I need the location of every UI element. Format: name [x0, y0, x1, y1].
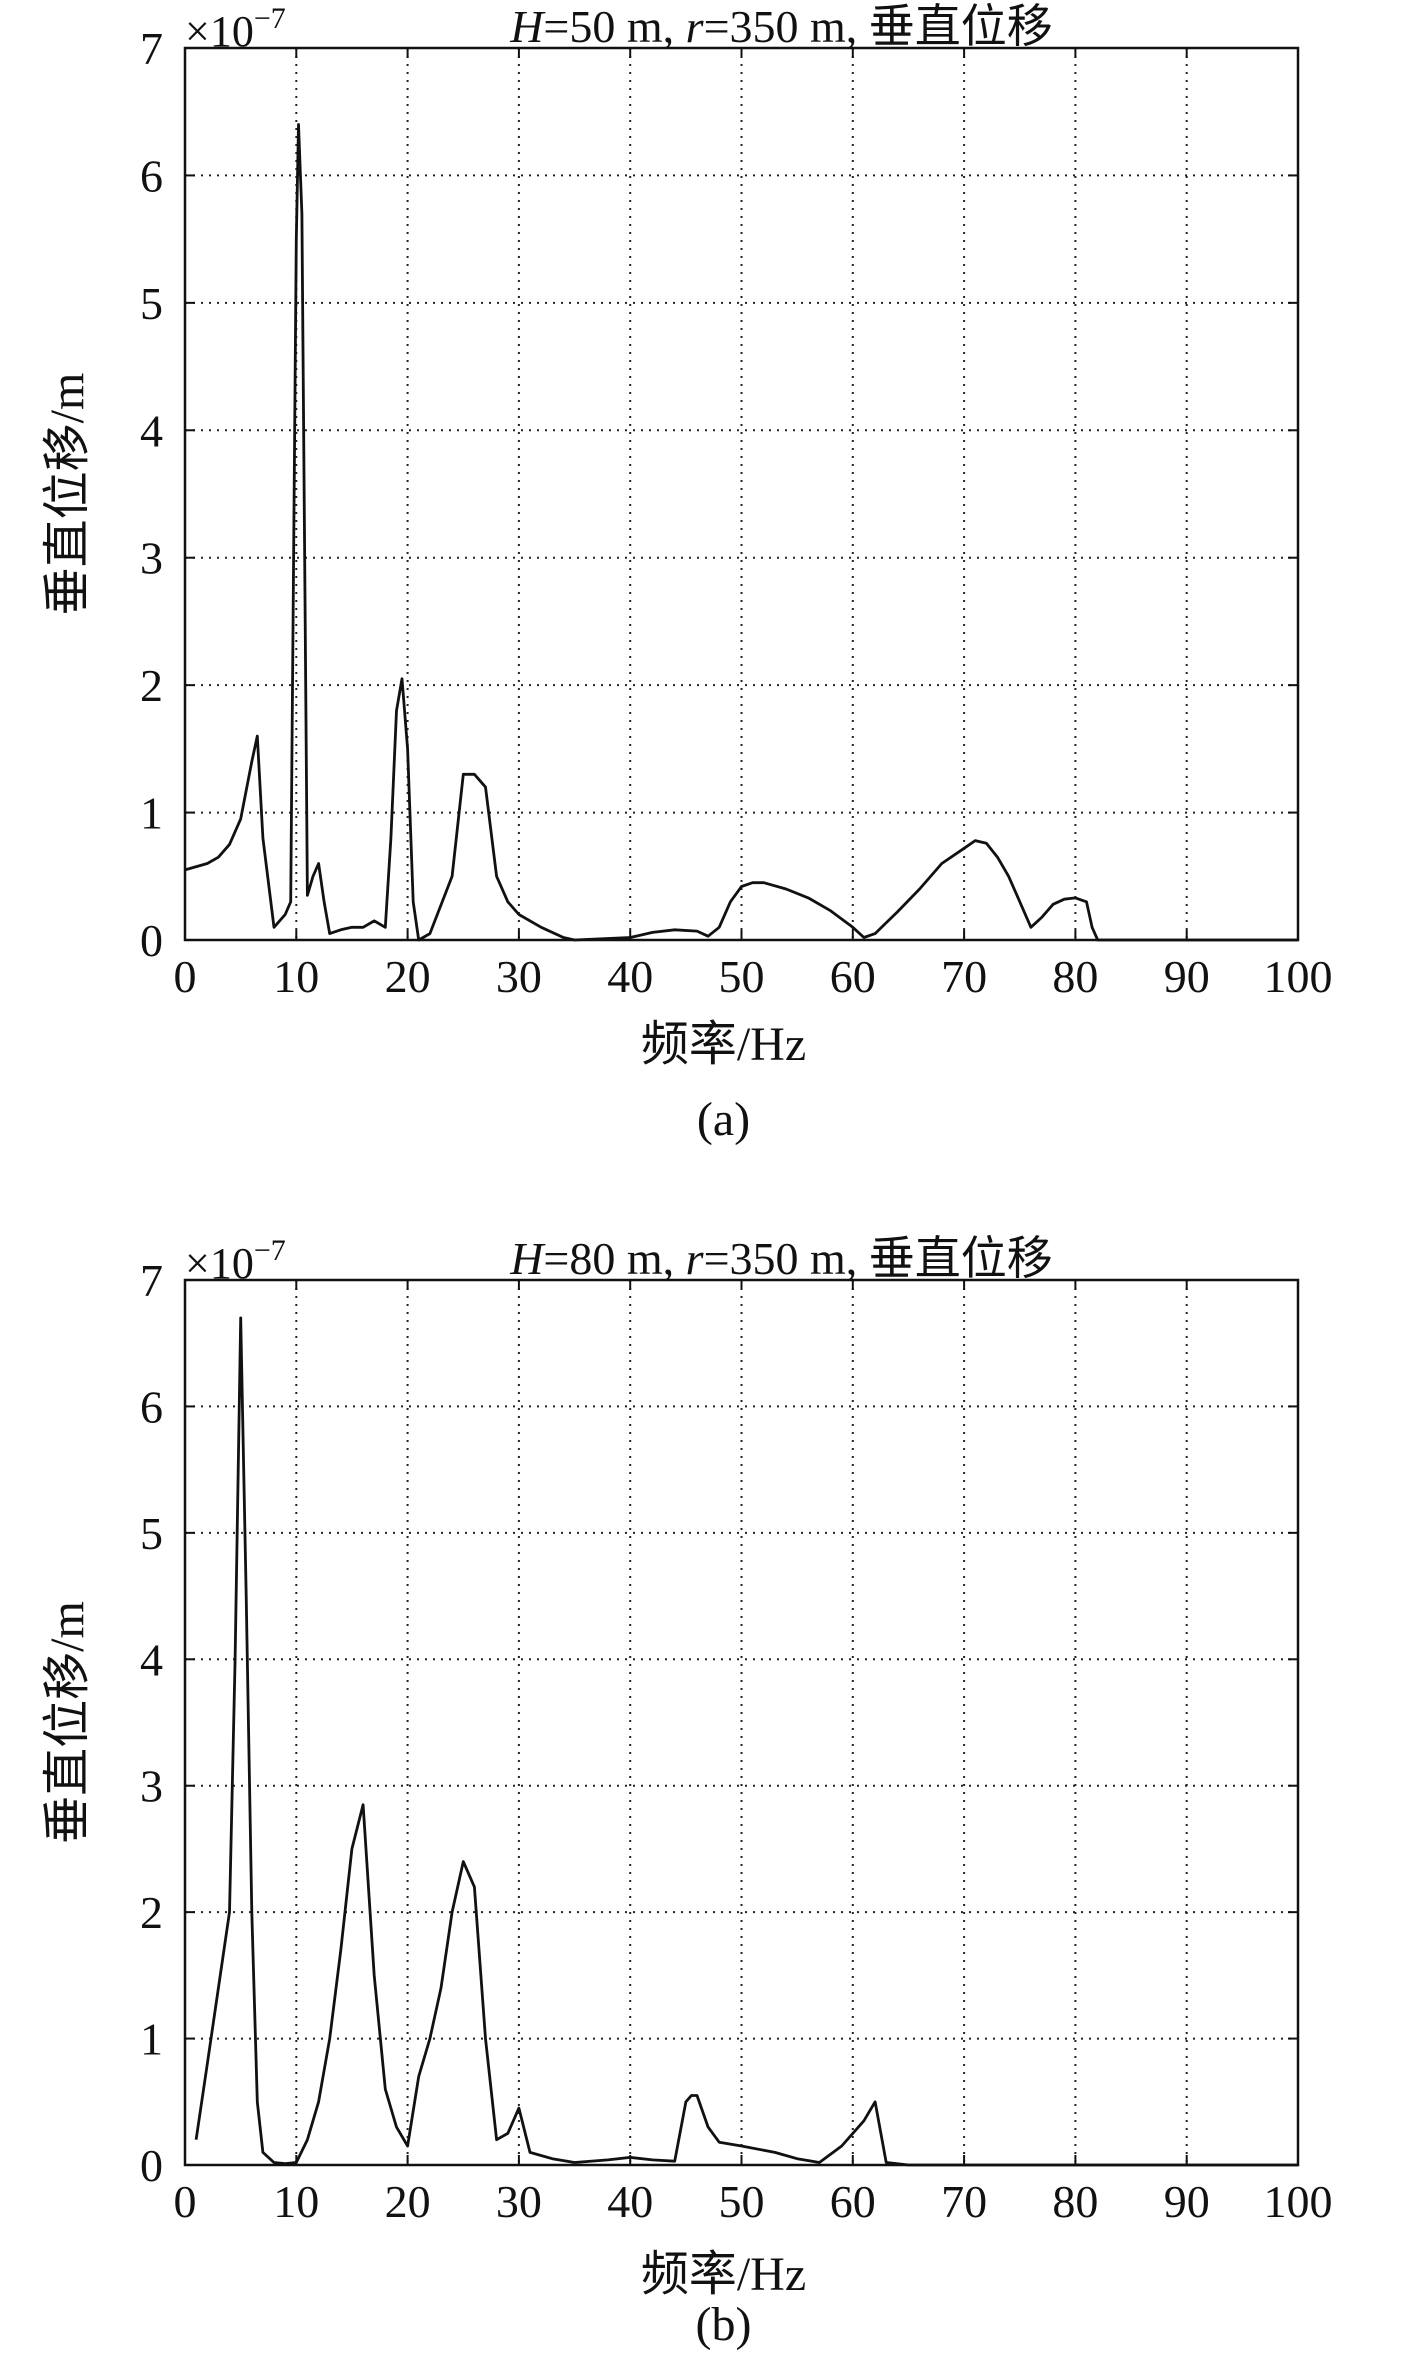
x-tick-label: 80 — [1052, 951, 1098, 1002]
panel-label: (a) — [697, 1093, 750, 1146]
chart-title: H=50 m, r=350 m, 垂直位移 — [509, 1, 1053, 52]
x-tick-label: 20 — [385, 951, 431, 1002]
x-tick-label: 80 — [1052, 2176, 1098, 2227]
x-tick-label: 10 — [273, 2176, 319, 2227]
chart-panel-a: 0 10 20 30 40 50 60 70 80 90 100 0 1 2 3 4 5 6 7 ×10−7 H=50 … — [41, 1, 1333, 1146]
x-tick-label: 60 — [830, 2176, 876, 2227]
x-tick-label: 90 — [1164, 2176, 1210, 2227]
chart-title: H=80 m, r=350 m, 垂直位移 — [509, 1233, 1053, 1284]
series-line-0 — [194, 1316, 1298, 2167]
x-tick-label: 0 — [174, 2176, 197, 2227]
x-tick-label: 70 — [941, 2176, 987, 2227]
chart-panel-b: 0 10 20 30 40 50 60 70 80 90 100 0 1 2 3 4 5 6 7 ×10−7 H=80 … — [41, 1233, 1333, 2351]
x-axis-label: 频率/Hz — [641, 2248, 806, 2301]
x-tick-label: 30 — [496, 951, 542, 1002]
y-tick-label: 3 — [140, 1761, 163, 1812]
y-tick-label: 0 — [140, 2140, 163, 2191]
y-tick-label: 6 — [140, 150, 163, 201]
panel-label: (b) — [696, 2298, 752, 2351]
y-axis-label: 垂直位移/m — [41, 1601, 94, 1844]
x-tick-label: 100 — [1264, 2176, 1333, 2227]
y-tick-label: 7 — [140, 1255, 163, 1306]
y-tick-label: 4 — [140, 1634, 163, 1685]
x-tick-label: 100 — [1264, 951, 1333, 1002]
x-tick-label: 50 — [719, 2176, 765, 2227]
x-tick-label: 0 — [174, 951, 197, 1002]
x-tick-label: 50 — [719, 951, 765, 1002]
y-tick-label: 5 — [140, 278, 163, 329]
x-tick-label: 40 — [607, 951, 653, 1002]
series-line-0 — [184, 123, 1298, 942]
y-tick-label: 3 — [140, 533, 163, 584]
x-tick-label: 30 — [496, 2176, 542, 2227]
x-tick-label: 40 — [607, 2176, 653, 2227]
y-tick-label: 4 — [140, 405, 163, 456]
y-axis-label: 垂直位移/m — [41, 373, 94, 616]
y-tick-label: 1 — [140, 788, 163, 839]
x-tick-label: 60 — [830, 951, 876, 1002]
y-tick-label: 2 — [140, 1887, 163, 1938]
y-tick-label: 6 — [140, 1381, 163, 1432]
x-tick-label: 70 — [941, 951, 987, 1002]
x-tick-label: 20 — [385, 2176, 431, 2227]
y-exponent-label: ×10−7 — [185, 2, 286, 56]
y-tick-label: 2 — [140, 660, 163, 711]
y-tick-label: 1 — [140, 2014, 163, 2065]
x-axis-label: 频率/Hz — [641, 1018, 806, 1071]
y-tick-label: 5 — [140, 1508, 163, 1559]
y-tick-label: 0 — [140, 915, 163, 966]
x-tick-label: 10 — [273, 951, 319, 1002]
y-exponent-label: ×10−7 — [185, 1234, 286, 1288]
y-tick-label: 7 — [140, 23, 163, 74]
x-tick-label: 90 — [1164, 951, 1210, 1002]
